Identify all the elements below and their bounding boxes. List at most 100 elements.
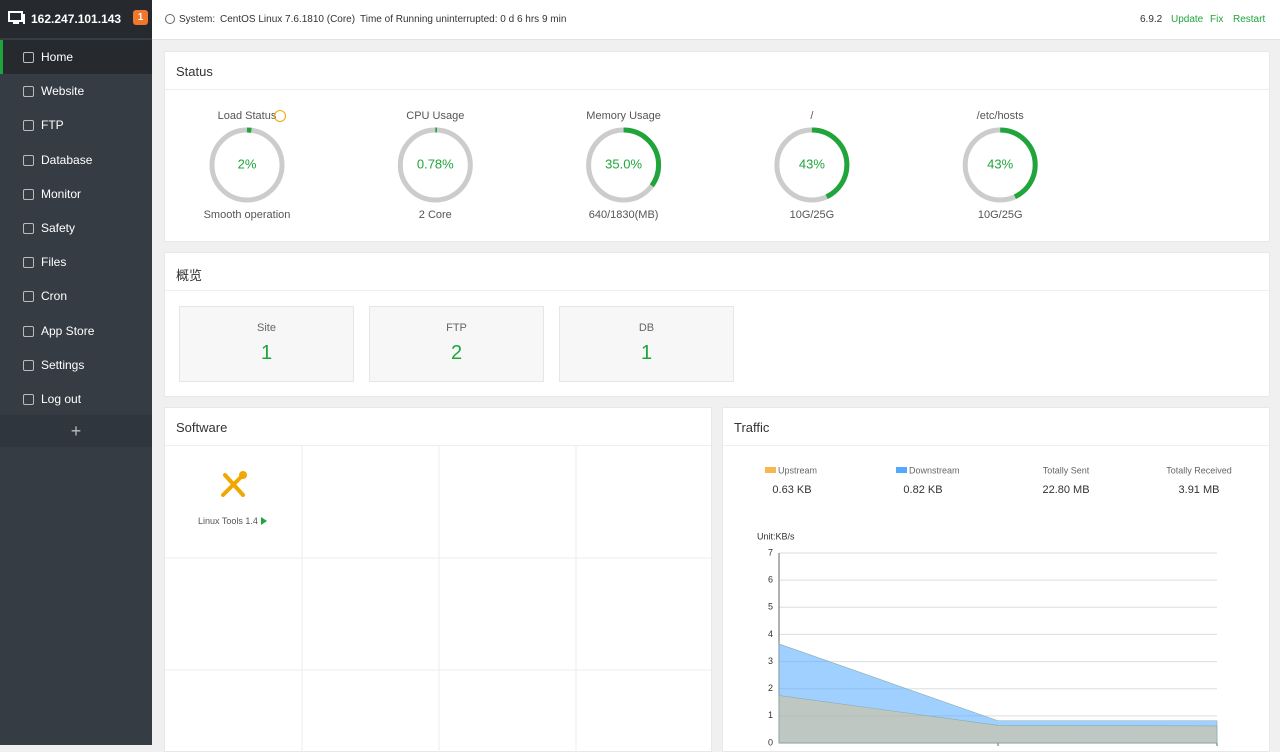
gauge-arc [774,127,850,203]
menu-icon [23,291,34,303]
current-value: 0.63 KB [772,484,811,496]
uptime: Time of Running uninterrupted: 0 d 6 hrs… [360,14,567,25]
gauge-label: / [810,110,814,122]
gauge-caption: Smooth operation [204,209,291,221]
gauge-label: Load Status [218,110,277,122]
y-tick-label: 4 [768,629,773,639]
update-link[interactable]: Update [1171,14,1204,25]
notice-badge[interactable]: 1 [133,10,148,25]
current-value: 0.82 KB [903,484,942,496]
gauge-value: 43% [987,156,1013,171]
menu-item[interactable]: Database [0,143,152,177]
system-icon [165,14,175,24]
legend-label: Downstream [909,465,960,475]
menu-item[interactable]: Files [0,245,152,279]
legend-swatch [765,467,776,473]
panel-title: Status [176,64,213,79]
area [778,695,1218,744]
software-panel: Software Linux Tools 1.4 [164,407,712,752]
menu-icon [23,359,34,371]
fix-link[interactable]: Fix [1210,14,1224,25]
menu-icon [23,52,34,63]
gauge-arc [397,127,473,203]
status-panel: Status Load Status 2% Smooth operation CPU … [164,51,1270,242]
menu-item[interactable]: Home [0,40,152,74]
help-icon[interactable] [274,110,286,122]
restart-link[interactable]: Restart [1233,14,1266,25]
overview-card[interactable]: Site 1 [179,306,354,382]
system-label: System: [179,14,216,25]
total-label: Totally Received [1166,465,1232,475]
menu-icon [23,394,34,405]
software-item[interactable]: Linux Tools 1.4 [198,516,258,526]
gauge-value: 0.78% [417,156,454,171]
card-label: Site [257,322,276,334]
traffic-chart: Upstream 0.63 KB Downstream 0.82 KB Totally … [757,465,1232,746]
y-tick-label: 1 [768,710,773,720]
overview-card[interactable]: DB 1 [559,306,734,382]
total-label: Totally Sent [1043,465,1090,475]
menu-icon [23,325,34,337]
overview-card[interactable]: FTP 2 [369,306,544,382]
menu-icon [23,86,34,98]
y-tick-label: 2 [768,683,773,693]
menu-icon [23,223,34,234]
total-value: 22.80 MB [1042,484,1089,496]
system-name: CentOS Linux 7.6.1810 (Core) [220,14,356,25]
card-value: 1 [260,342,273,364]
gauge-caption: 10G/25G [978,209,1023,221]
gauge-caption: 640/1830(MB) [589,209,659,221]
server-ip: 162.247.101.143 [31,12,122,26]
card-label: FTP [446,322,467,334]
traffic-panel: Traffic Upstream 0.63 KB Downstream 0.82 KB… [722,407,1270,752]
version: 6.9.2 [1140,14,1163,25]
menu-item[interactable]: Cron [0,279,152,313]
menu-item[interactable]: Safety [0,211,152,245]
legend-label: Upstream [778,465,817,475]
legend-swatch [896,467,907,473]
gauges: Load Status 2% Smooth operation CPU Usage 0.… [204,110,1038,221]
y-tick-label: 7 [768,547,773,557]
menu-icon [23,188,34,200]
server-icon [8,11,25,24]
panel-title: Software [176,420,228,435]
card-value: 1 [640,342,653,364]
play-icon[interactable] [260,516,268,526]
menu-item[interactable]: Settings [0,348,152,382]
panel-title: Traffic [734,420,770,435]
total-value: 3.91 MB [1179,484,1220,496]
gauge-arc [962,127,1038,203]
gauge-value: 43% [799,156,825,171]
add-menu[interactable]: + [0,415,152,447]
y-tick-label: 0 [768,737,773,746]
gauge-value: 2% [238,156,257,171]
card-label: DB [638,322,655,334]
gauge-label: Memory Usage [586,110,661,122]
gauge-caption: 2 Core [419,209,452,221]
y-tick-label: 6 [768,575,773,585]
sidebar-header: 162.247.101.143 1 [0,0,152,38]
gauge-value: 35.0% [605,156,642,171]
card-value: 2 [450,342,463,364]
gauge-caption: 10G/25G [790,209,835,221]
gauge-label: CPU Usage [406,110,464,122]
y-axis-title: Unit:KB/s [757,531,795,541]
topbar: System: CentOS Linux 7.6.1810 (Core) Tim… [152,0,1280,40]
sidebar: 162.247.101.143 1 Home Website FTP Database… [0,0,152,745]
menu-item[interactable]: Monitor [0,177,152,211]
menu-item[interactable]: Log out [0,382,152,416]
menu-icon [23,154,34,166]
menu-item[interactable]: App Store [0,314,152,348]
menu-icon [23,120,34,132]
menu-icon [23,257,34,269]
menu-item[interactable]: Website [0,74,152,108]
y-tick-label: 3 [768,656,773,666]
overview-panel: 概览 Site 1 FTP 2 DB 1 [164,252,1270,397]
gauge-arc [209,127,285,203]
y-tick-label: 5 [768,602,773,612]
panel-title: 概览 [176,268,203,283]
software-grid [165,446,711,752]
menu-item[interactable]: FTP [0,108,152,142]
gauge-label: /etc/hosts [977,110,1025,122]
